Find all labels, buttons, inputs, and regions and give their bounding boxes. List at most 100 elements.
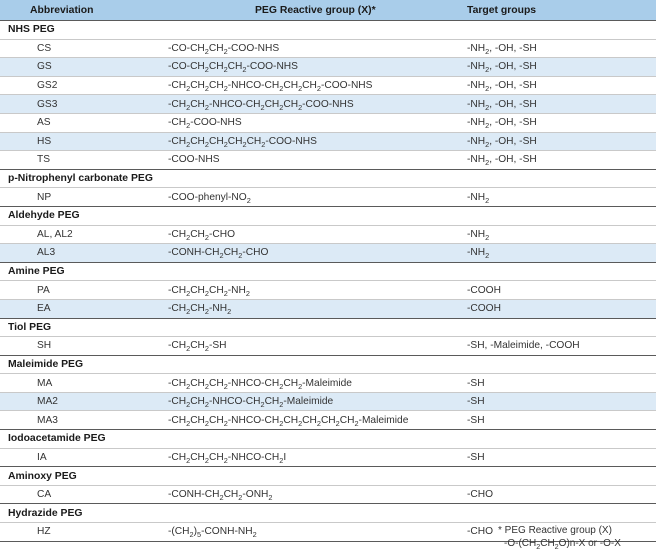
table-row: GS2 -CH2CH2CH2-NHCO-CH2CH2CH2-COO-NHS -NH2…: [0, 75, 656, 95]
table-row: NP -COO-phenyl-NO2 -NH2: [0, 187, 656, 207]
category-name: Hydrazide PEG: [0, 503, 656, 523]
reactive-group-cell: -CH2CH2-NHCO-CH2CH2CH2-COO-NHS: [164, 94, 463, 114]
abbreviation-cell: AL3: [0, 243, 164, 263]
abbreviation-cell: PA: [0, 280, 164, 300]
reactive-group-cell: -CH2CH2CH2-NHCO-CH2CH2-Maleimide: [164, 373, 463, 393]
category-row: p-Nitrophenyl carbonate PEG: [0, 168, 656, 188]
target-groups-cell: -NH2, -OH, -SH: [463, 75, 656, 95]
category-row: Hydrazide PEG: [0, 503, 656, 523]
abbreviation-cell: GS3: [0, 94, 164, 114]
target-groups-cell: -NH2: [463, 187, 656, 207]
abbreviation-cell: MA: [0, 373, 164, 393]
reactive-group-cell: -COO-phenyl-NO2: [164, 187, 463, 207]
table-row: HZ -(CH2)5-CONH-NH2 -CHO: [0, 522, 656, 542]
target-groups-cell: -NH2: [463, 224, 656, 244]
category-name: Iodoacetamide PEG: [0, 429, 656, 449]
abbreviation-cell: HS: [0, 131, 164, 151]
abbreviation-cell: SH: [0, 336, 164, 356]
target-groups-cell: -COOH: [463, 280, 656, 300]
category-name: Aldehyde PEG: [0, 205, 656, 226]
table-row: AL, AL2 -CH2CH2-CHO -NH2: [0, 224, 656, 244]
abbreviation-cell: GS2: [0, 75, 164, 95]
reactive-group-cell: -COO-NHS: [164, 150, 463, 170]
reactive-group-cell: -CH2CH2-NHCO-CH2CH2-Maleimide: [164, 391, 463, 411]
target-groups-cell: -CHO: [463, 484, 656, 504]
reactive-group-cell: -CONH-CH2CH2-ONH2: [164, 484, 463, 504]
category-row: Iodoacetamide PEG: [0, 429, 656, 449]
table-header-row: Abbreviation PEG Reactive group (X)* Tar…: [0, 0, 656, 21]
target-groups-cell: -SH: [463, 391, 656, 411]
reactive-group-cell: -(CH2)5-CONH-NH2: [164, 522, 463, 542]
reactive-group-cell: -CH2CH2CH2-NHCO-CH2CH2CH2-COO-NHS: [164, 75, 463, 95]
target-groups-cell: -NH2, -OH, -SH: [463, 131, 656, 151]
abbreviation-cell: CA: [0, 484, 164, 504]
table-row: IA -CH2CH2CH2-NHCO-CH2I -SH: [0, 447, 656, 467]
table-row: MA3 -CH2CH2CH2-NHCO-CH2CH2CH2CH2CH2-Malei…: [0, 410, 656, 430]
target-groups-cell: -CHO: [463, 522, 656, 542]
target-groups-cell: -NH2, -OH, -SH: [463, 150, 656, 170]
reactive-group-cell: -CH2CH2CH2-NHCO-CH2CH2CH2CH2CH2-Maleimid…: [164, 410, 463, 430]
category-name: Maleimide PEG: [0, 354, 656, 374]
target-groups-cell: -SH: [463, 410, 656, 430]
reactive-group-cell: -CO-CH2CH2-COO-NHS: [164, 38, 463, 58]
table-body: NHS PEG CS -CO-CH2CH2-COO-NHS -NH2, -OH, -S…: [0, 20, 656, 542]
table-row: AS -CH2-COO-NHS -NH2, -OH, -SH: [0, 112, 656, 133]
footnote-line-1: * PEG Reactive group (X): [498, 525, 612, 536]
category-name: Aminoxy PEG: [0, 466, 656, 486]
category-name: Tiol PEG: [0, 317, 656, 337]
abbreviation-cell: HZ: [0, 522, 164, 542]
table-row: HS -CH2CH2CH2CH2CH2-COO-NHS -NH2, -OH, -SH: [0, 131, 656, 151]
abbreviation-cell: EA: [0, 298, 164, 318]
target-groups-cell: -NH2, -OH, -SH: [463, 38, 656, 58]
reactive-group-cell: -CO-CH2CH2CH2-COO-NHS: [164, 57, 463, 77]
table-row: EA -CH2CH2-NH2 -COOH: [0, 298, 656, 318]
target-groups-cell: -COOH: [463, 298, 656, 318]
reactive-group-cell: -CH2CH2CH2CH2CH2-COO-NHS: [164, 131, 463, 151]
category-name: NHS PEG: [0, 20, 656, 40]
table-row: TS -COO-NHS -NH2, -OH, -SH: [0, 150, 656, 170]
target-groups-cell: -SH: [463, 373, 656, 393]
target-groups-cell: -NH2, -OH, -SH: [463, 94, 656, 114]
table-row: MA -CH2CH2CH2-NHCO-CH2CH2-Maleimide -SH: [0, 373, 656, 393]
reactive-group-cell: -CH2CH2-CHO: [164, 224, 463, 244]
reactive-group-cell: -CH2-COO-NHS: [164, 112, 463, 133]
category-name: Amine PEG: [0, 261, 656, 281]
abbreviation-cell: MA3: [0, 410, 164, 430]
target-groups-cell: -NH2, -OH, -SH: [463, 57, 656, 77]
table-row: CS -CO-CH2CH2-COO-NHS -NH2, -OH, -SH: [0, 38, 656, 58]
category-row: Maleimide PEG: [0, 354, 656, 374]
target-groups-cell: -NH2: [463, 243, 656, 263]
reactive-group-cell: -CH2CH2-NH2: [164, 298, 463, 318]
footnote-line-2: -O-(CH2CH2O)n-X or -O-X: [504, 538, 621, 551]
target-groups-cell: -SH: [463, 447, 656, 467]
table-row: PA -CH2CH2CH2-NH2 -COOH: [0, 280, 656, 300]
reactive-group-cell: -CH2CH2CH2-NH2: [164, 280, 463, 300]
reactive-group-cell: -CONH-CH2CH2-CHO: [164, 243, 463, 263]
table-row: MA2 -CH2CH2-NHCO-CH2CH2-Maleimide -SH: [0, 391, 656, 411]
abbreviation-cell: NP: [0, 187, 164, 207]
category-row: Aldehyde PEG: [0, 205, 656, 226]
table-row: GS -CO-CH2CH2CH2-COO-NHS -NH2, -OH, -SH: [0, 57, 656, 77]
category-row: NHS PEG: [0, 20, 656, 40]
abbreviation-cell: TS: [0, 150, 164, 170]
category-row: Aminoxy PEG: [0, 466, 656, 486]
abbreviation-cell: GS: [0, 57, 164, 77]
reactive-group-cell: -CH2CH2-SH: [164, 336, 463, 356]
abbreviation-cell: CS: [0, 38, 164, 58]
table-row: SH -CH2CH2-SH -SH, -Maleimide, -COOH: [0, 336, 656, 356]
header-abbreviation: Abbreviation: [0, 0, 164, 21]
table-row: GS3 -CH2CH2-NHCO-CH2CH2CH2-COO-NHS -NH2, -…: [0, 94, 656, 114]
header-peg-reactive-group: PEG Reactive group (X)*: [164, 0, 463, 21]
table-row: AL3 -CONH-CH2CH2-CHO -NH2: [0, 243, 656, 263]
abbreviation-cell: AL, AL2: [0, 224, 164, 244]
reactive-group-cell: -CH2CH2CH2-NHCO-CH2I: [164, 447, 463, 467]
target-groups-cell: -SH, -Maleimide, -COOH: [463, 336, 656, 356]
target-groups-cell: -NH2, -OH, -SH: [463, 112, 656, 133]
table-row: CA -CONH-CH2CH2-ONH2 -CHO: [0, 484, 656, 504]
category-row: Tiol PEG: [0, 317, 656, 337]
footnote: * PEG Reactive group (X) -O-(CH2CH2O)n-X…: [498, 524, 658, 550]
category-row: Amine PEG: [0, 261, 656, 281]
abbreviation-cell: MA2: [0, 391, 164, 411]
peg-reactive-group-table: Abbreviation PEG Reactive group (X)* Tar…: [0, 0, 656, 542]
